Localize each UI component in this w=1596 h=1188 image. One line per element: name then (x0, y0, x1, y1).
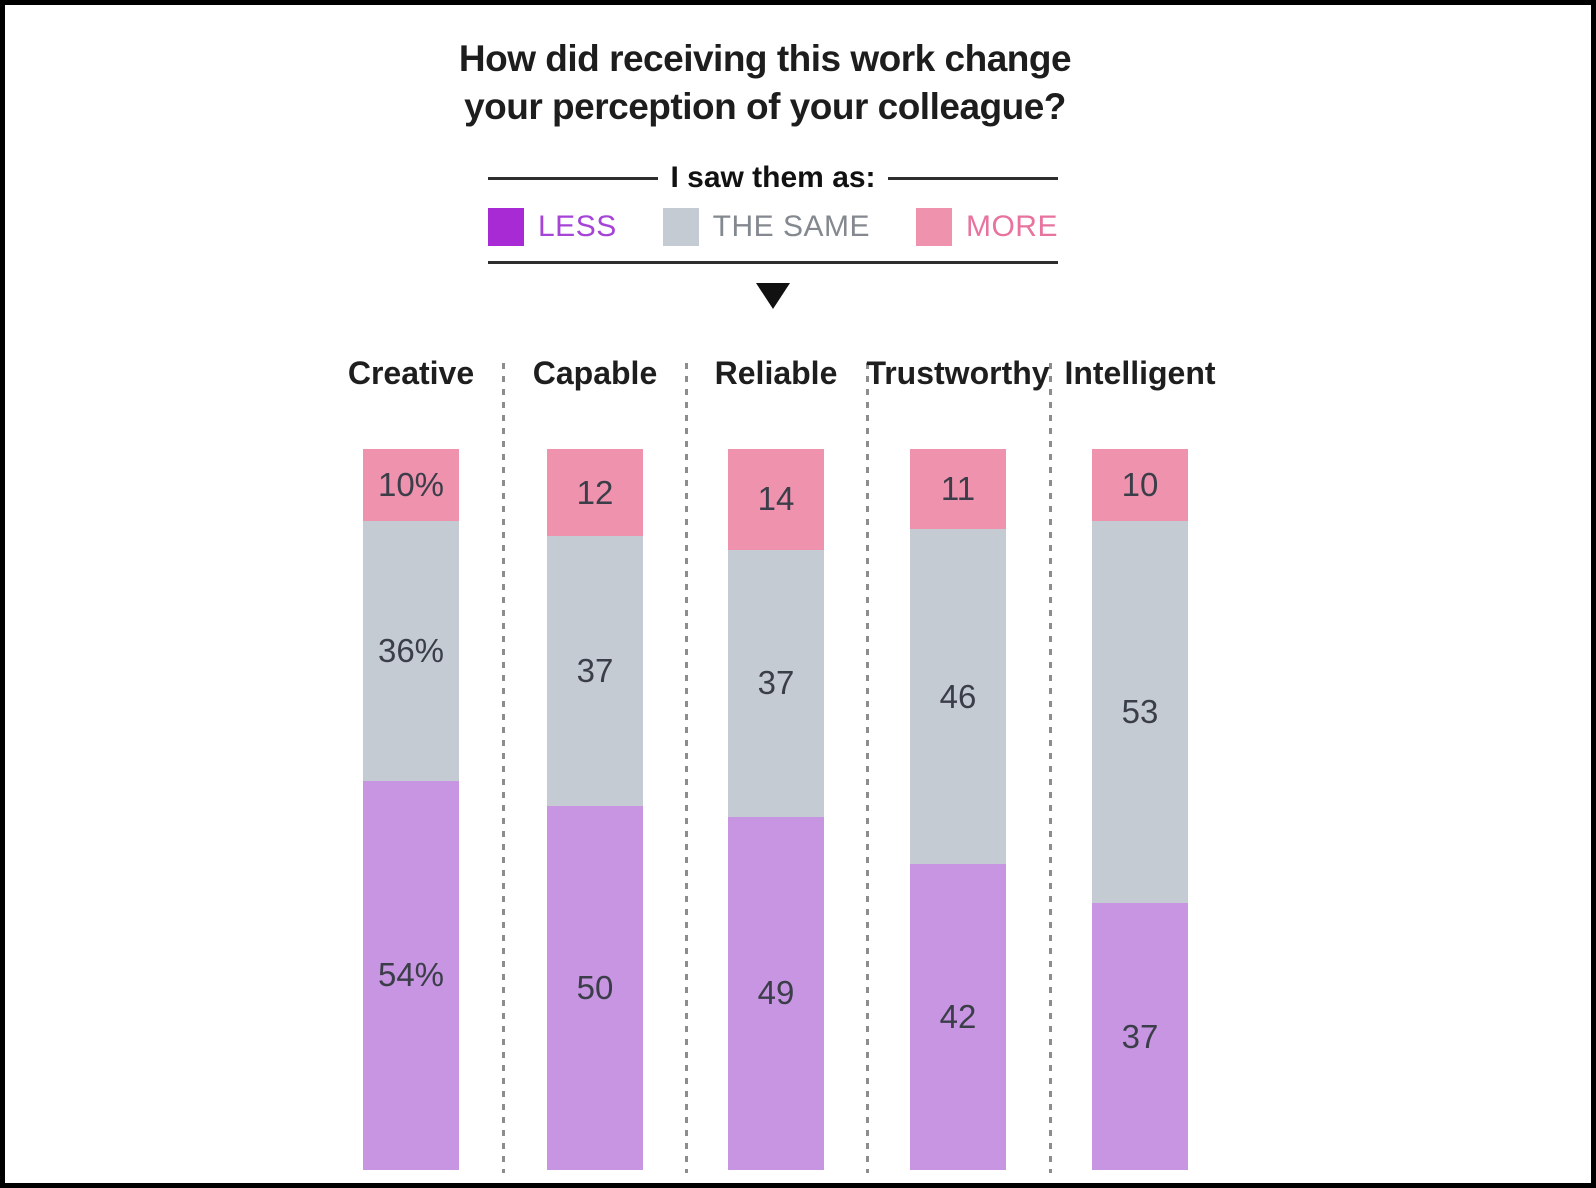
segment-more-intelligent: 10 (1092, 449, 1188, 522)
legend-heading-row: I saw them as: (488, 161, 1059, 195)
segment-value-label: 42 (939, 998, 977, 1036)
category-label-intelligent: Intelligent (1064, 355, 1216, 391)
category-label-capable: Capable (532, 355, 658, 391)
legend-label-more: MORE (965, 210, 1058, 243)
legend-bottom-rule (488, 261, 1058, 264)
segment-less-reliable: 49 (728, 816, 824, 1170)
legend: I saw them as: LESS THE SAME MORE (488, 161, 1059, 309)
legend-rule-right (887, 176, 1059, 180)
bar-creative: 10% 36% 54% (363, 449, 459, 1170)
segment-value-label: 50 (576, 968, 614, 1006)
segment-value-label: 49 (757, 974, 795, 1012)
segment-less-trustworthy: 42 (910, 864, 1006, 1170)
bar-intelligent: 10 53 37 (1092, 449, 1188, 1170)
segment-value-label: 37 (757, 664, 795, 702)
chart-title-line2: your perception of your colleague? (464, 86, 1066, 128)
segment-the-same-reliable: 37 (728, 549, 824, 817)
bar-capable: 12 37 50 (547, 449, 643, 1170)
segment-value-label: 10% (377, 466, 445, 504)
segment-less-creative: 54% (363, 780, 459, 1170)
bar-trustworthy: 11 46 42 (910, 449, 1006, 1170)
segment-value-label: 54% (377, 956, 445, 994)
segment-value-label: 37 (576, 652, 614, 690)
segment-the-same-intelligent: 53 (1092, 521, 1188, 904)
chart-title-line1: How did receiving this work change (458, 38, 1072, 79)
segment-value-label: 37 (1121, 1017, 1159, 1055)
category-separator (502, 363, 505, 1173)
legend-item-more: MORE (915, 208, 1058, 246)
category-label-trustworthy: Trustworthy (866, 355, 1050, 391)
legend-items: LESS THE SAME MORE (488, 208, 1058, 246)
bar-reliable: 14 37 49 (728, 449, 824, 1170)
segment-value-label: 11 (940, 470, 976, 508)
segment-more-reliable: 14 (728, 449, 824, 550)
segment-value-label: 46 (939, 677, 977, 715)
more-swatch-icon (915, 208, 952, 246)
segment-value-label: 10 (1121, 466, 1159, 504)
segment-more-creative: 10% (363, 449, 459, 522)
segment-value-label: 53 (1121, 693, 1159, 731)
stacked-bar-chart: Creative 10% 36% 54% Capable 12 37 50 Reliable 14… (315, 355, 1255, 1180)
category-separator (1049, 363, 1052, 1173)
the-same-swatch-icon (662, 208, 699, 246)
segment-the-same-trustworthy: 46 (910, 529, 1006, 865)
segment-the-same-capable: 37 (547, 536, 643, 806)
segment-more-trustworthy: 11 (910, 449, 1006, 530)
segment-value-label: 36% (377, 631, 445, 669)
segment-less-intelligent: 37 (1092, 903, 1188, 1170)
category-label-reliable: Reliable (714, 355, 838, 391)
legend-heading: I saw them as: (670, 161, 876, 194)
legend-item-less: LESS (488, 208, 617, 246)
category-separator (685, 363, 688, 1173)
legend-label-the-same: THE SAME (712, 210, 871, 243)
down-triangle-icon (756, 283, 790, 309)
legend-rule-left (488, 176, 659, 180)
segment-less-capable: 50 (547, 805, 643, 1170)
legend-label-less: LESS (538, 210, 617, 243)
category-label-creative: Creative (347, 355, 475, 391)
category-separator (866, 363, 869, 1173)
segment-more-capable: 12 (547, 449, 643, 537)
segment-the-same-creative: 36% (363, 521, 459, 781)
chart-title: How did receiving this work change your … (435, 35, 1095, 131)
legend-item-the-same: THE SAME (662, 208, 871, 246)
less-swatch-icon (488, 208, 524, 246)
segment-value-label: 14 (757, 480, 795, 518)
segment-value-label: 12 (576, 473, 614, 511)
